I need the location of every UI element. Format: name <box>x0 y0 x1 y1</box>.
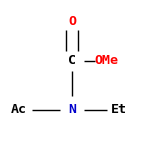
Text: OMe: OMe <box>95 54 119 67</box>
Text: N: N <box>68 103 76 116</box>
Text: Ac: Ac <box>10 103 26 116</box>
Text: Et: Et <box>111 103 127 116</box>
Text: O: O <box>68 15 76 28</box>
Text: C: C <box>68 54 76 67</box>
